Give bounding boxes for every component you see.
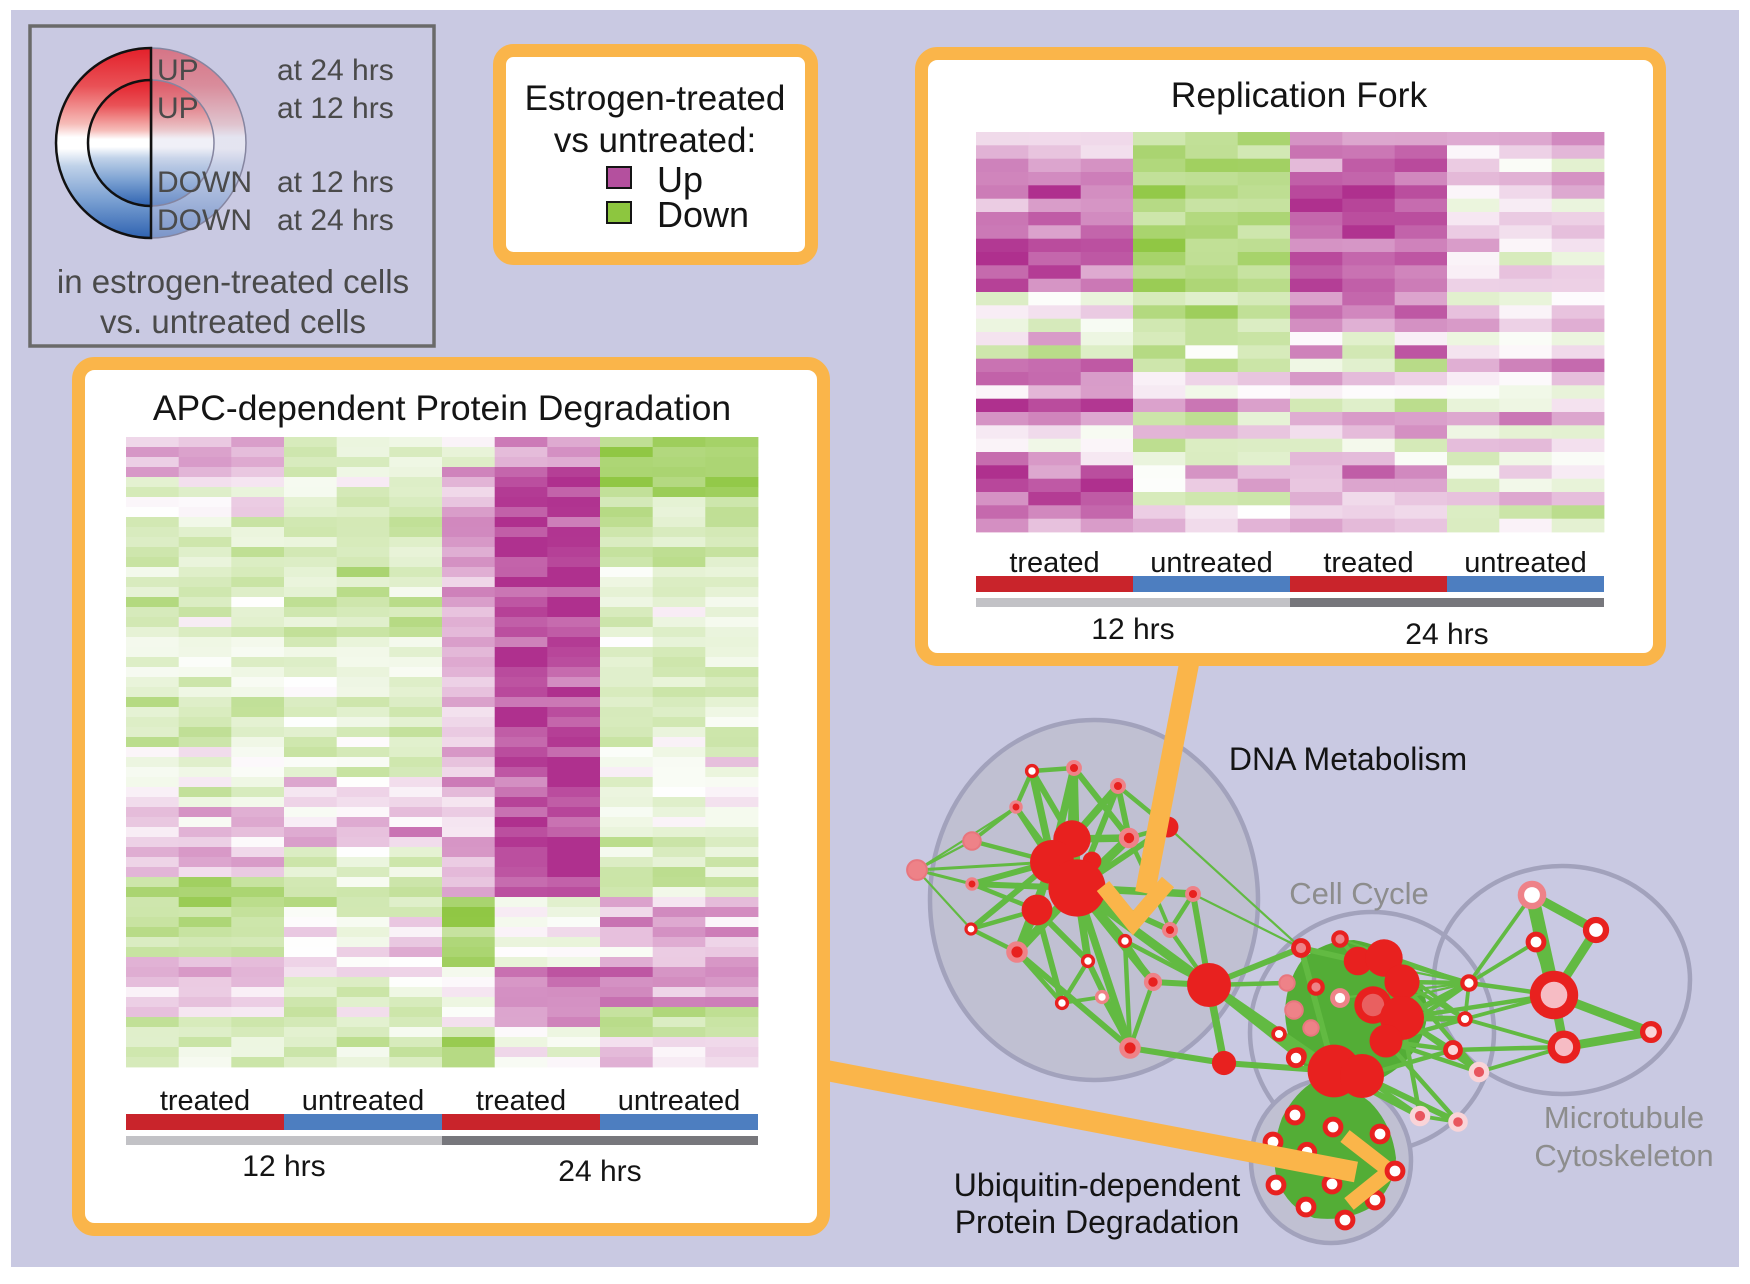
svg-text:untreated: untreated (1150, 547, 1273, 579)
svg-text:treated: treated (1009, 547, 1099, 579)
svg-text:Ubiquitin-dependent: Ubiquitin-dependent (954, 1167, 1241, 1203)
svg-text:Down: Down (657, 194, 749, 235)
svg-text:Up: Up (657, 159, 703, 200)
svg-text:DOWN: DOWN (157, 204, 252, 237)
svg-text:treated: treated (160, 1085, 250, 1117)
svg-text:APC-dependent Protein Degradat: APC-dependent Protein Degradation (153, 388, 731, 428)
svg-text:treated: treated (476, 1085, 566, 1117)
svg-text:Replication Fork: Replication Fork (1171, 75, 1428, 115)
svg-text:Microtubule: Microtubule (1544, 1100, 1704, 1135)
svg-text:untreated: untreated (1464, 547, 1587, 579)
svg-text:untreated: untreated (618, 1085, 741, 1117)
svg-text:UP: UP (157, 92, 199, 125)
svg-text:Cell Cycle: Cell Cycle (1289, 876, 1429, 911)
svg-text:Protein Degradation: Protein Degradation (955, 1204, 1240, 1240)
svg-text:Cytoskeleton: Cytoskeleton (1534, 1138, 1713, 1173)
svg-text:24 hrs: 24 hrs (1405, 618, 1488, 651)
svg-text:24 hrs: 24 hrs (558, 1155, 641, 1188)
svg-text:treated: treated (1323, 547, 1413, 579)
svg-text:at 24 hrs: at 24 hrs (277, 54, 394, 87)
svg-text:vs. untreated cells: vs. untreated cells (100, 303, 366, 340)
svg-text:at 24 hrs: at 24 hrs (277, 204, 394, 237)
svg-text:UP: UP (157, 54, 199, 87)
svg-text:Estrogen-treated: Estrogen-treated (525, 79, 786, 118)
svg-text:in estrogen-treated cells: in estrogen-treated cells (57, 263, 409, 300)
svg-text:DOWN: DOWN (157, 166, 252, 199)
svg-text:12 hrs: 12 hrs (1091, 613, 1174, 646)
svg-text:DNA Metabolism: DNA Metabolism (1229, 741, 1467, 777)
svg-text:vs untreated:: vs untreated: (554, 121, 756, 160)
svg-text:untreated: untreated (302, 1085, 425, 1117)
svg-text:at 12 hrs: at 12 hrs (277, 166, 394, 199)
svg-text:12 hrs: 12 hrs (242, 1150, 325, 1183)
svg-text:at 12 hrs: at 12 hrs (277, 92, 394, 125)
